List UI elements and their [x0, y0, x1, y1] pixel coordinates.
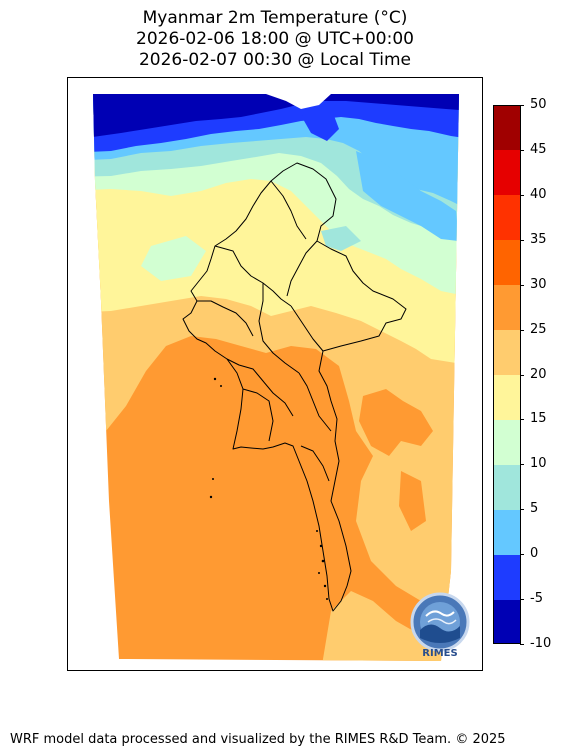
colorbar-segment [493, 509, 521, 555]
rimes-logo-text: RIMES [422, 648, 458, 659]
state-boundary-2 [258, 283, 300, 374]
map-panel [67, 77, 483, 671]
band-20-25-south [321, 591, 441, 661]
domain-gap-north [251, 94, 331, 109]
state-boundary-9 [197, 300, 254, 337]
map-title: Myanmar 2m Temperature (°C) 2026-02-06 1… [0, 8, 550, 71]
colorbar-segment [493, 194, 521, 241]
title-line-1: Myanmar 2m Temperature (°C) [142, 8, 408, 28]
colorbar-tick-label: 50 [520, 98, 547, 112]
colorbar-tick-label: 15 [520, 412, 547, 426]
band-20-25-east [419, 431, 451, 546]
state-boundary-3 [290, 305, 324, 352]
colorbar-tick-label: -10 [519, 637, 551, 651]
colorbar-tick-label: 10 [520, 457, 547, 471]
band-25-30-east-pocket [359, 389, 433, 456]
state-boundary-6 [298, 372, 332, 432]
colorbar-tick-label: 0 [519, 547, 538, 561]
state-boundary-8 [270, 180, 307, 240]
state-boundary-4 [226, 358, 294, 417]
title-line-3: 2026-02-07 00:30 @ Local Time [138, 50, 412, 70]
band-minus5-0-north-notch [301, 101, 339, 141]
colorbar-segment [493, 105, 521, 151]
state-boundary-1 [214, 245, 292, 307]
colorbar-tick-label: 5 [519, 502, 538, 516]
rimes-logo: RIMES [408, 592, 472, 660]
temperature-map [93, 94, 459, 661]
band-0-5-east-plume [356, 151, 459, 241]
colorbar-segment [493, 374, 521, 420]
credit-footer: WRF model data processed and visualized … [10, 732, 506, 747]
colorbar-tick-label: 30 [520, 277, 547, 292]
colorbar-segment [493, 554, 521, 600]
colorbar-segment [493, 329, 521, 375]
rimes-emblem-icon [410, 592, 470, 652]
state-boundary-7 [286, 240, 318, 297]
colorbar-tick-label: -5 [520, 592, 543, 606]
colorbar-tick-label: 45 [520, 142, 547, 157]
colorbar-segment [493, 239, 521, 286]
myanmar-outline [182, 162, 407, 612]
colorbar-tick-label: 40 [520, 187, 547, 202]
state-boundary-5 [242, 388, 274, 442]
title-line-2: 2026-02-06 18:00 @ UTC+00:00 [136, 29, 414, 49]
colorbar-segment [493, 464, 521, 510]
band-25-30-east-pocket-2 [399, 471, 426, 531]
band-10-15-west [141, 236, 206, 281]
islands [209, 377, 328, 600]
colorbar-segment [493, 599, 521, 645]
band-minus10-minus5 [93, 94, 459, 137]
colorbar-segment [493, 284, 521, 331]
colorbar-segment [493, 419, 521, 465]
colorbar-segment [493, 149, 521, 196]
colorbar-tick-label: 35 [520, 232, 547, 247]
state-boundary-10 [300, 445, 330, 482]
temperature-colorbar [493, 105, 521, 645]
country-boundaries [182, 162, 407, 612]
colorbar-tick-label: 25 [520, 322, 547, 337]
band-5-10-east-plume [321, 226, 361, 251]
colorbar-tick-label: 20 [520, 367, 547, 382]
